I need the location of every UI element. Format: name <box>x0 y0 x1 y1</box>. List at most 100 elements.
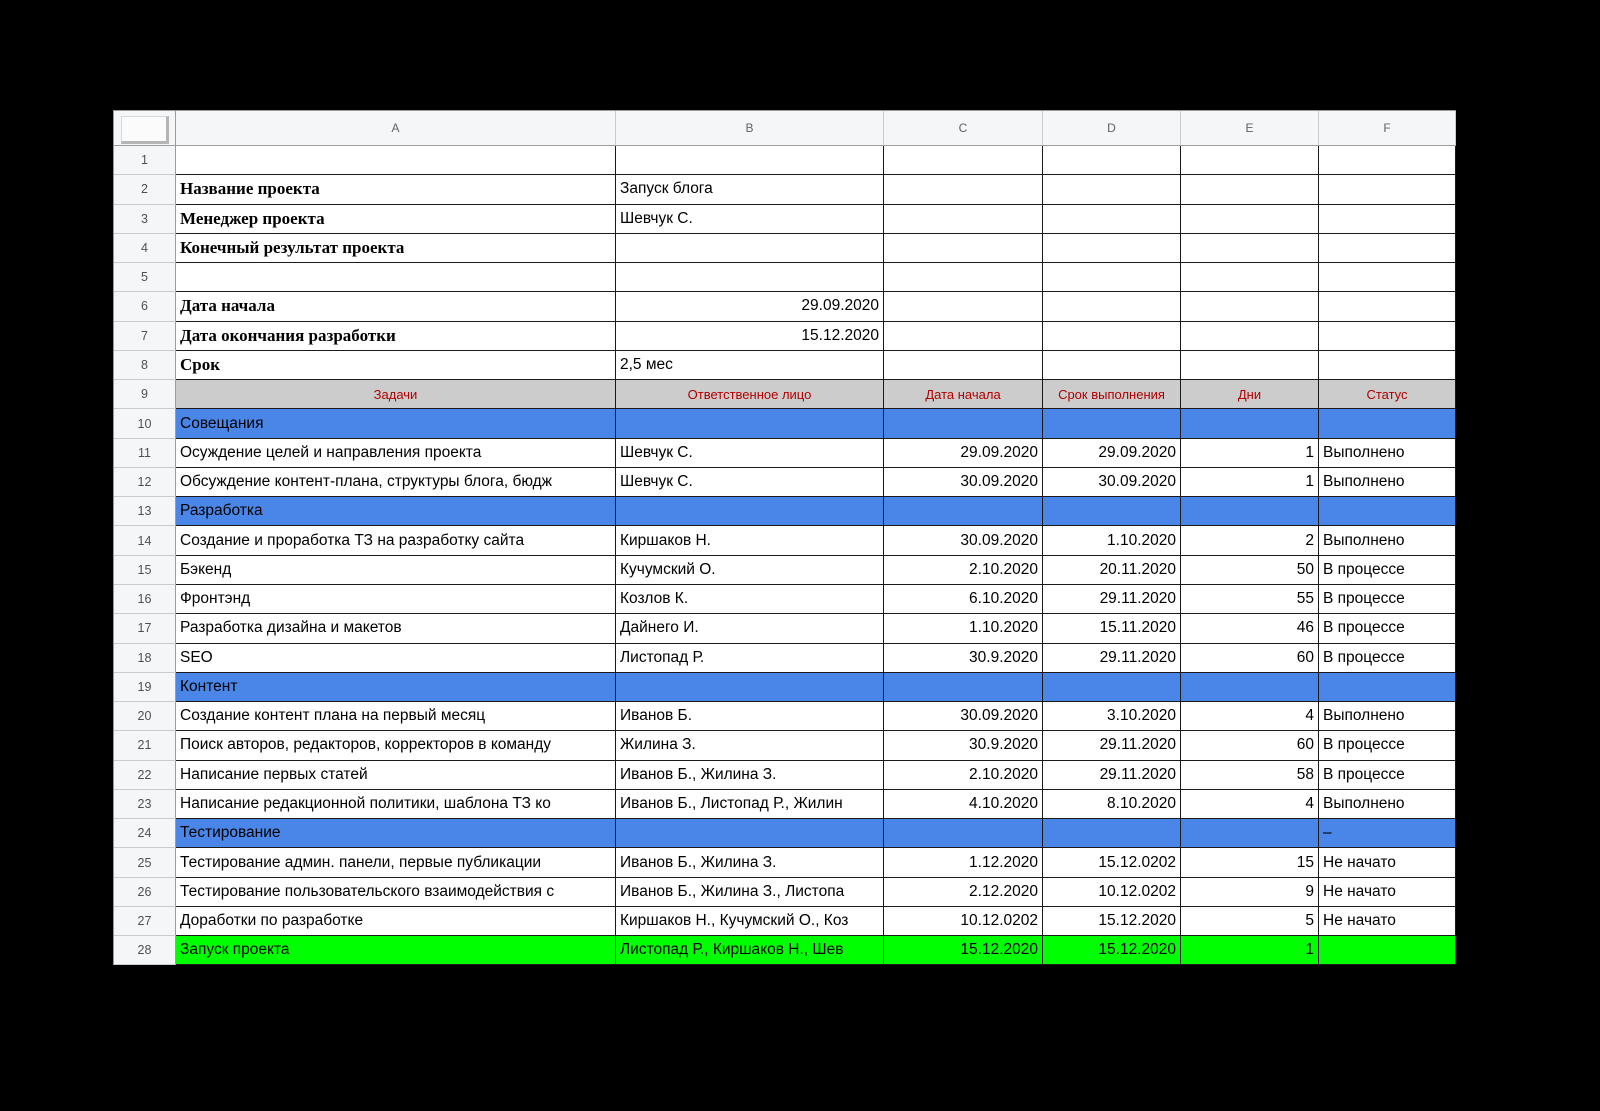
cell-B11[interactable]: Шевчук С. <box>616 438 884 468</box>
cell-E8[interactable] <box>1181 350 1319 381</box>
cell-E15[interactable]: 50 <box>1181 555 1319 585</box>
cell-E21[interactable]: 60 <box>1181 731 1319 761</box>
cell-E24[interactable] <box>1181 819 1319 849</box>
cell-D8[interactable] <box>1043 350 1181 381</box>
cell-D7[interactable] <box>1043 321 1181 351</box>
row-header-17[interactable]: 17 <box>114 614 176 644</box>
cell-C13[interactable] <box>884 497 1043 527</box>
row-header-4[interactable]: 4 <box>114 233 176 264</box>
cell-F3[interactable] <box>1319 204 1456 234</box>
cell-D16[interactable]: 29.11.2020 <box>1043 584 1181 615</box>
cell-E1[interactable] <box>1181 146 1319 176</box>
cell-B4[interactable] <box>616 233 884 264</box>
cell-E12[interactable]: 1 <box>1181 467 1319 498</box>
cell-C28[interactable]: 15.12.2020 <box>884 936 1043 966</box>
cell-E23[interactable]: 4 <box>1181 789 1319 820</box>
cell-D3[interactable] <box>1043 204 1181 234</box>
cell-A6[interactable]: Дата начала <box>176 292 616 322</box>
cell-E10[interactable] <box>1181 409 1319 439</box>
cell-D12[interactable]: 30.09.2020 <box>1043 467 1181 498</box>
cell-A3[interactable]: Менеджер проекта <box>176 204 616 234</box>
cell-B6[interactable]: 29.09.2020 <box>616 292 884 322</box>
cell-A22[interactable]: Написание первых статей <box>176 760 616 790</box>
cell-E16[interactable]: 55 <box>1181 584 1319 615</box>
cell-E6[interactable] <box>1181 292 1319 322</box>
cell-D28[interactable]: 15.12.2020 <box>1043 936 1181 966</box>
cell-F5[interactable] <box>1319 263 1456 293</box>
cell-F17[interactable]: В процессе <box>1319 614 1456 644</box>
cell-B19[interactable] <box>616 672 884 703</box>
cell-A13[interactable]: Разработка <box>176 497 616 527</box>
cell-F7[interactable] <box>1319 321 1456 351</box>
cell-F16[interactable]: В процессе <box>1319 584 1456 615</box>
cell-F1[interactable] <box>1319 146 1456 176</box>
cell-A4[interactable]: Конечный результат проекта <box>176 233 616 264</box>
cell-B8[interactable]: 2,5 мес <box>616 350 884 381</box>
cell-A18[interactable]: SEO <box>176 643 616 673</box>
cell-C18[interactable]: 30.9.2020 <box>884 643 1043 673</box>
cell-B3[interactable]: Шевчук С. <box>616 204 884 234</box>
cell-E17[interactable]: 46 <box>1181 614 1319 644</box>
cell-B25[interactable]: Иванов Б., Жилина З. <box>616 848 884 878</box>
row-header-15[interactable]: 15 <box>114 555 176 585</box>
cell-B15[interactable]: Кучумский О. <box>616 555 884 585</box>
row-header-21[interactable]: 21 <box>114 731 176 761</box>
cell-F22[interactable]: В процессе <box>1319 760 1456 790</box>
cell-F19[interactable] <box>1319 672 1456 703</box>
cell-E4[interactable] <box>1181 233 1319 264</box>
column-header-C[interactable]: C <box>884 111 1043 146</box>
cell-D13[interactable] <box>1043 497 1181 527</box>
cell-D27[interactable]: 15.12.2020 <box>1043 906 1181 937</box>
cell-A25[interactable]: Тестирование админ. панели, первые публи… <box>176 848 616 878</box>
cell-C2[interactable] <box>884 175 1043 205</box>
cell-E25[interactable]: 15 <box>1181 848 1319 878</box>
cell-F27[interactable]: Не начато <box>1319 906 1456 937</box>
cell-B26[interactable]: Иванов Б., Жилина З., Листопа <box>616 877 884 907</box>
cell-F9[interactable]: Статус <box>1319 380 1456 410</box>
cell-C7[interactable] <box>884 321 1043 351</box>
cell-C5[interactable] <box>884 263 1043 293</box>
cell-B16[interactable]: Козлов К. <box>616 584 884 615</box>
cell-A15[interactable]: Бэкенд <box>176 555 616 585</box>
cell-F6[interactable] <box>1319 292 1456 322</box>
cell-D11[interactable]: 29.09.2020 <box>1043 438 1181 468</box>
cell-F23[interactable]: Выполнено <box>1319 789 1456 820</box>
cell-F18[interactable]: В процессе <box>1319 643 1456 673</box>
cell-E2[interactable] <box>1181 175 1319 205</box>
cell-B20[interactable]: Иванов Б. <box>616 702 884 732</box>
cell-E27[interactable]: 5 <box>1181 906 1319 937</box>
cell-D18[interactable]: 29.11.2020 <box>1043 643 1181 673</box>
cell-C3[interactable] <box>884 204 1043 234</box>
column-header-D[interactable]: D <box>1043 111 1181 146</box>
cell-D10[interactable] <box>1043 409 1181 439</box>
cell-B9[interactable]: Ответственное лицо <box>616 380 884 410</box>
column-header-F[interactable]: F <box>1319 111 1456 146</box>
cell-D22[interactable]: 29.11.2020 <box>1043 760 1181 790</box>
cell-A21[interactable]: Поиск авторов, редакторов, корректоров в… <box>176 731 616 761</box>
cell-A8[interactable]: Срок <box>176 350 616 381</box>
row-header-19[interactable]: 19 <box>114 672 176 703</box>
cell-F25[interactable]: Не начато <box>1319 848 1456 878</box>
row-header-5[interactable]: 5 <box>114 263 176 293</box>
row-header-10[interactable]: 10 <box>114 409 176 439</box>
cell-A12[interactable]: Обсуждение контент-плана, структуры блог… <box>176 467 616 498</box>
cell-E20[interactable]: 4 <box>1181 702 1319 732</box>
column-header-E[interactable]: E <box>1181 111 1319 146</box>
cell-A14[interactable]: Создание и проработка ТЗ на разработку с… <box>176 526 616 556</box>
row-header-9[interactable]: 9 <box>114 380 176 410</box>
cell-E14[interactable]: 2 <box>1181 526 1319 556</box>
cell-F20[interactable]: Выполнено <box>1319 702 1456 732</box>
cell-C19[interactable] <box>884 672 1043 703</box>
cell-F26[interactable]: Не начато <box>1319 877 1456 907</box>
cell-B23[interactable]: Иванов Б., Листопад Р., Жилин <box>616 789 884 820</box>
row-header-13[interactable]: 13 <box>114 497 176 527</box>
cell-A16[interactable]: Фронтэнд <box>176 584 616 615</box>
cell-F11[interactable]: Выполнено <box>1319 438 1456 468</box>
cell-B14[interactable]: Киршаков Н. <box>616 526 884 556</box>
cell-A17[interactable]: Разработка дизайна и макетов <box>176 614 616 644</box>
cell-D19[interactable] <box>1043 672 1181 703</box>
row-header-26[interactable]: 26 <box>114 877 176 907</box>
cell-C6[interactable] <box>884 292 1043 322</box>
cell-C16[interactable]: 6.10.2020 <box>884 584 1043 615</box>
cell-A26[interactable]: Тестирование пользовательского взаимодей… <box>176 877 616 907</box>
